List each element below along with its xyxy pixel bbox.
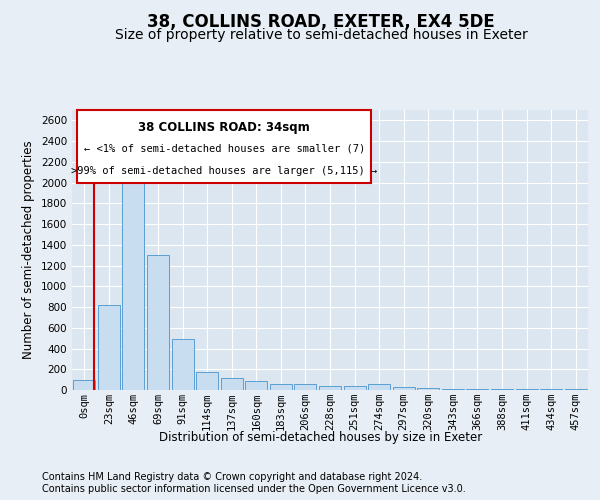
Bar [196,372,218,390]
Bar [245,380,268,390]
Bar [270,384,292,390]
Bar [442,389,464,390]
Bar [98,305,120,390]
Bar [417,388,439,390]
Text: Contains public sector information licensed under the Open Government Licence v3: Contains public sector information licen… [42,484,466,494]
Bar [122,172,145,390]
Bar [221,378,243,390]
Text: >99% of semi-detached houses are larger (5,115) →: >99% of semi-detached houses are larger … [71,166,377,176]
Bar [295,384,316,390]
Text: Contains HM Land Registry data © Crown copyright and database right 2024.: Contains HM Land Registry data © Crown c… [42,472,422,482]
Bar [147,255,169,390]
Y-axis label: Number of semi-detached properties: Number of semi-detached properties [22,140,35,360]
Bar [368,384,390,390]
Bar [392,388,415,390]
Text: Size of property relative to semi-detached houses in Exeter: Size of property relative to semi-detach… [115,28,527,42]
Text: Distribution of semi-detached houses by size in Exeter: Distribution of semi-detached houses by … [160,431,482,444]
Bar [319,386,341,390]
Text: 38 COLLINS ROAD: 34sqm: 38 COLLINS ROAD: 34sqm [139,121,310,134]
Bar [73,380,95,390]
Bar [466,389,488,390]
Bar [172,339,194,390]
Bar [344,386,365,390]
FancyBboxPatch shape [77,110,371,183]
Text: ← <1% of semi-detached houses are smaller (7): ← <1% of semi-detached houses are smalle… [83,144,365,154]
Text: 38, COLLINS ROAD, EXETER, EX4 5DE: 38, COLLINS ROAD, EXETER, EX4 5DE [147,12,495,30]
